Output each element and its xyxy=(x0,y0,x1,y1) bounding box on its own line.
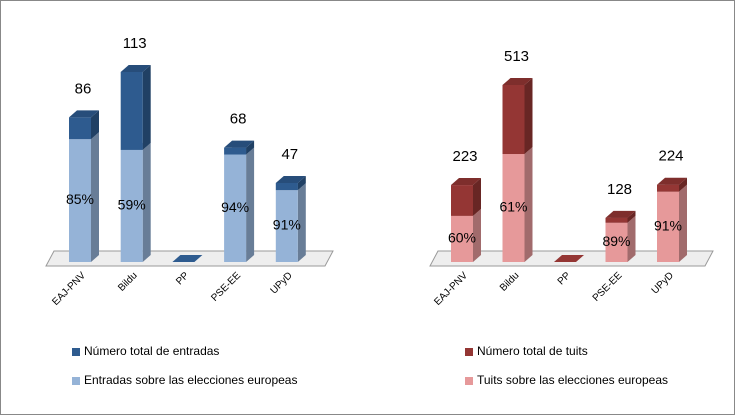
total-side xyxy=(679,177,687,192)
bar-segment xyxy=(502,78,533,155)
total-top xyxy=(224,140,255,148)
data-label: 91% xyxy=(273,217,301,233)
total-side xyxy=(246,140,255,155)
data-label: 60% xyxy=(448,230,476,246)
bar-segment xyxy=(605,210,636,223)
share-side xyxy=(679,184,687,262)
share-front xyxy=(275,190,298,262)
share-front xyxy=(657,191,679,262)
total-side xyxy=(627,210,636,223)
total-front xyxy=(69,117,91,140)
share-front xyxy=(451,215,473,262)
total-front xyxy=(657,184,679,192)
total-front xyxy=(224,147,247,155)
legend-swatch xyxy=(465,377,473,385)
empty-bar xyxy=(172,255,203,262)
legend-label: Número total de tuits xyxy=(477,344,588,358)
share-side xyxy=(91,132,99,262)
legend-label: Entradas sobre las elecciones europeas xyxy=(84,373,297,387)
total-front xyxy=(502,85,525,155)
legend-label: Número total de entradas xyxy=(84,344,219,358)
data-label: 85% xyxy=(66,191,94,207)
share-side xyxy=(246,147,255,262)
share-front xyxy=(69,139,91,262)
data-label: 94% xyxy=(221,199,249,215)
data-label: 128 xyxy=(607,181,632,198)
share-side xyxy=(142,142,151,262)
bar-segment xyxy=(275,175,306,191)
total-top xyxy=(657,177,687,185)
empty-bar xyxy=(554,255,584,262)
legend-swatch xyxy=(465,348,473,356)
data-label: 91% xyxy=(654,218,682,234)
data-label: 61% xyxy=(499,199,527,215)
data-label: 224 xyxy=(658,148,683,165)
legend-swatch xyxy=(72,377,80,385)
total-front xyxy=(120,72,143,150)
data-label: 113 xyxy=(123,35,147,52)
legend-swatch xyxy=(72,348,80,356)
bar-segment xyxy=(451,178,481,216)
total-top xyxy=(502,78,533,85)
bar-segment xyxy=(657,177,687,192)
total-top xyxy=(451,178,481,186)
bar-segment xyxy=(275,183,306,262)
total-top xyxy=(275,175,306,183)
total-front xyxy=(451,185,473,216)
total-front xyxy=(605,217,628,223)
data-label: 513 xyxy=(504,48,529,65)
total-side xyxy=(473,178,481,216)
data-label: 59% xyxy=(118,197,146,213)
total-front xyxy=(275,182,298,191)
data-label: 223 xyxy=(452,148,477,165)
total-top xyxy=(605,210,636,218)
bar-segment xyxy=(69,110,99,140)
total-top xyxy=(69,110,99,118)
share-front xyxy=(224,154,247,262)
total-side xyxy=(91,110,99,140)
share-front xyxy=(605,222,628,262)
share-front xyxy=(120,149,143,262)
data-label: 89% xyxy=(602,233,630,249)
bar-segment xyxy=(120,65,151,150)
share-side xyxy=(473,208,481,262)
data-label: 86 xyxy=(75,80,92,97)
total-top xyxy=(120,65,151,72)
data-label: 68 xyxy=(230,111,247,128)
total-side xyxy=(142,65,151,150)
share-front xyxy=(502,154,525,262)
legend-label: Tuits sobre las elecciones europeas xyxy=(477,373,668,387)
bar-segment xyxy=(224,140,255,155)
share-side xyxy=(297,183,306,262)
total-side xyxy=(524,78,533,155)
total-side xyxy=(297,175,306,191)
data-label: 47 xyxy=(281,146,298,163)
share-side xyxy=(627,215,636,262)
share-side xyxy=(524,147,533,262)
